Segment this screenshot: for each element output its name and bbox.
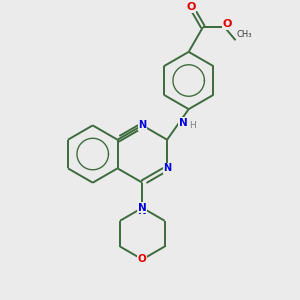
Text: N: N	[138, 203, 147, 213]
Text: O: O	[138, 254, 147, 264]
Text: CH₃: CH₃	[237, 30, 252, 39]
Text: N: N	[138, 206, 147, 216]
Text: N: N	[138, 120, 146, 130]
Text: H: H	[189, 122, 196, 130]
Text: N: N	[179, 118, 188, 128]
Text: O: O	[223, 19, 232, 29]
Text: N: N	[163, 164, 171, 173]
Text: O: O	[186, 2, 196, 12]
